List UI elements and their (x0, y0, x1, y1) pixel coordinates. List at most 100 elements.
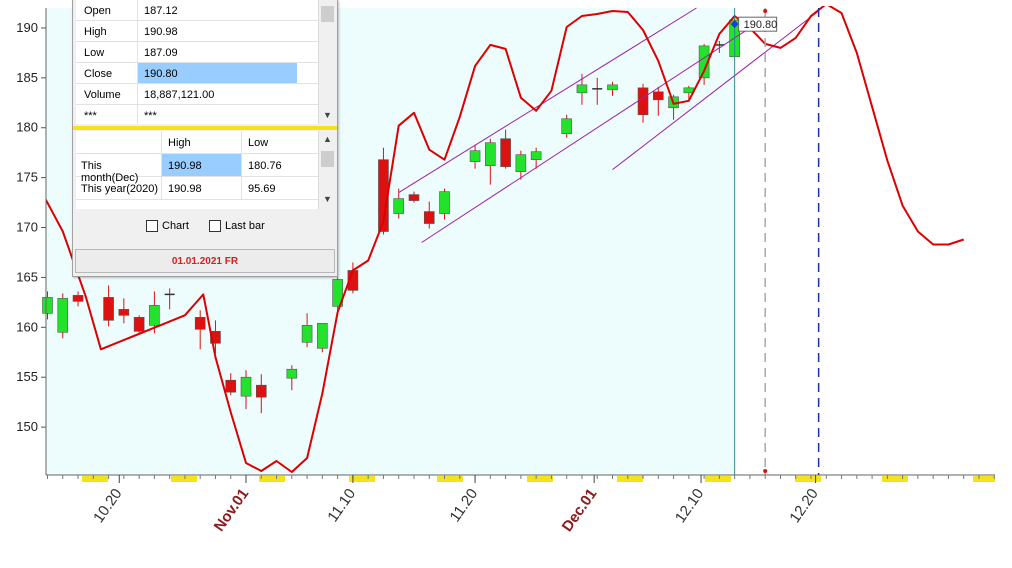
marker-dot (763, 9, 768, 13)
quote-value: *** (144, 110, 157, 122)
y-tick-label: 165 (16, 269, 38, 284)
candle-body[interactable] (515, 154, 527, 172)
candle-body[interactable] (149, 305, 160, 326)
quote-row[interactable]: Low 187.09 (76, 42, 318, 63)
quote-table: Open 187.12 High 190.98 Low 187.09 Close 190.80… (76, 0, 318, 124)
row-high: 190.98 (162, 177, 242, 199)
scroll-thumb[interactable] (321, 151, 334, 167)
candle-body[interactable] (485, 142, 496, 166)
chart-checkbox[interactable]: Chart (146, 220, 189, 232)
week-marker (82, 476, 108, 482)
header-low: Low (248, 137, 269, 149)
quote-label: Close (76, 63, 138, 83)
candle-body[interactable] (561, 118, 572, 135)
week-marker (705, 476, 731, 482)
x-tick-label: 11.20 (447, 486, 482, 526)
x-tick-label: 10.20 (90, 486, 125, 527)
candle-body[interactable] (103, 297, 114, 321)
high-low-row[interactable]: This month(Dec) 190.98 180.76 (76, 154, 318, 184)
row-high: 190.98 (162, 154, 242, 176)
y-tick-label: 155 (16, 369, 38, 384)
candle-body[interactable] (225, 379, 237, 393)
candle-body[interactable] (469, 150, 481, 162)
candle-body[interactable] (698, 45, 710, 79)
candle-body[interactable] (301, 325, 313, 343)
row-label: This month(Dec) (76, 154, 162, 184)
y-tick-label: 170 (16, 220, 38, 235)
scroll-down-icon[interactable]: ▼ (323, 110, 332, 120)
channel-line (421, 27, 751, 243)
candle-body[interactable] (72, 295, 84, 302)
candle-body[interactable] (118, 309, 130, 316)
header-empty (76, 131, 162, 153)
last-price-marker (730, 20, 739, 29)
candle-body[interactable] (393, 198, 405, 214)
checkbox-icon[interactable] (146, 220, 158, 232)
scroll-thumb[interactable] (321, 6, 334, 22)
candle-body[interactable] (530, 151, 542, 160)
quote-value: 187.12 (144, 5, 178, 17)
candle-body[interactable] (332, 279, 343, 307)
channel-line (612, 10, 819, 171)
candle-body[interactable] (500, 138, 511, 167)
candle-body[interactable] (286, 368, 298, 379)
quote-label: *** (76, 105, 138, 124)
candle-body[interactable] (652, 91, 664, 101)
scroll-down-icon[interactable]: ▼ (323, 194, 332, 204)
candle-body[interactable] (42, 297, 53, 314)
high-low-header-row: High Low (76, 131, 318, 154)
quote-row[interactable]: High 190.98 (76, 21, 318, 42)
quote-row[interactable]: Close 190.80 (76, 63, 318, 84)
checkbox-icon[interactable] (209, 220, 221, 232)
candle-body[interactable] (57, 298, 69, 333)
row-label: This year(2020) (76, 177, 162, 199)
candle-body[interactable] (240, 376, 252, 397)
week-marker (973, 476, 995, 482)
panel-divider[interactable] (73, 126, 337, 130)
candle-body[interactable] (423, 211, 435, 224)
quote-value: 190.80 (138, 63, 297, 83)
candle-body[interactable] (576, 84, 588, 94)
high-low-scrollbar[interactable]: ▲ ▼ (318, 131, 337, 209)
checkbox-row: Chart Last bar (73, 216, 337, 238)
row-low: 180.76 (248, 160, 282, 172)
last-bar-checkbox-label: Last bar (225, 220, 265, 232)
quote-label: Open (76, 0, 138, 20)
week-marker (617, 476, 643, 482)
scroll-up-icon[interactable]: ▲ (323, 134, 332, 144)
quote-row[interactable]: Volume 18,887,121.00 (76, 84, 318, 105)
info-panel: Open 187.12 High 190.98 Low 187.09 Close 190.80… (72, 0, 338, 277)
row-low: 95.69 (248, 183, 276, 195)
week-marker (259, 476, 285, 482)
quote-value: 190.98 (144, 26, 178, 38)
x-tick-label: 11.10 (324, 486, 359, 526)
week-marker (882, 476, 908, 482)
forecast-line (46, 6, 965, 473)
candle-body[interactable] (637, 87, 649, 116)
candle-body[interactable] (607, 84, 618, 91)
candle-body[interactable] (133, 317, 145, 332)
last-price-label: 190.80 (744, 19, 778, 31)
week-marker (437, 476, 463, 482)
quote-label: Volume (76, 84, 138, 104)
candle-body[interactable] (194, 317, 206, 330)
y-tick-label: 150 (16, 419, 38, 434)
high-low-row[interactable]: This year(2020) 190.98 95.69 (76, 177, 318, 200)
week-marker (795, 476, 821, 482)
quote-row[interactable]: Open 187.12 (76, 0, 318, 21)
x-tick-label: Nov.01 (211, 486, 253, 535)
candle-body[interactable] (210, 331, 221, 344)
candle-body[interactable] (317, 323, 328, 349)
quote-row[interactable]: *** *** (76, 105, 318, 124)
candle-body[interactable] (439, 191, 450, 214)
candle-body[interactable] (255, 384, 267, 398)
date-button[interactable]: 01.01.2021 FR (75, 249, 335, 273)
quote-scrollbar[interactable]: ▼ (318, 0, 337, 124)
x-tick-label: 12.10 (672, 486, 707, 527)
y-tick-label: 180 (16, 120, 38, 135)
quote-label: High (76, 21, 138, 41)
y-tick-label: 185 (16, 70, 38, 85)
quote-value: 18,887,121.00 (144, 89, 215, 101)
candle-body[interactable] (408, 194, 420, 201)
last-bar-checkbox[interactable]: Last bar (209, 220, 265, 232)
